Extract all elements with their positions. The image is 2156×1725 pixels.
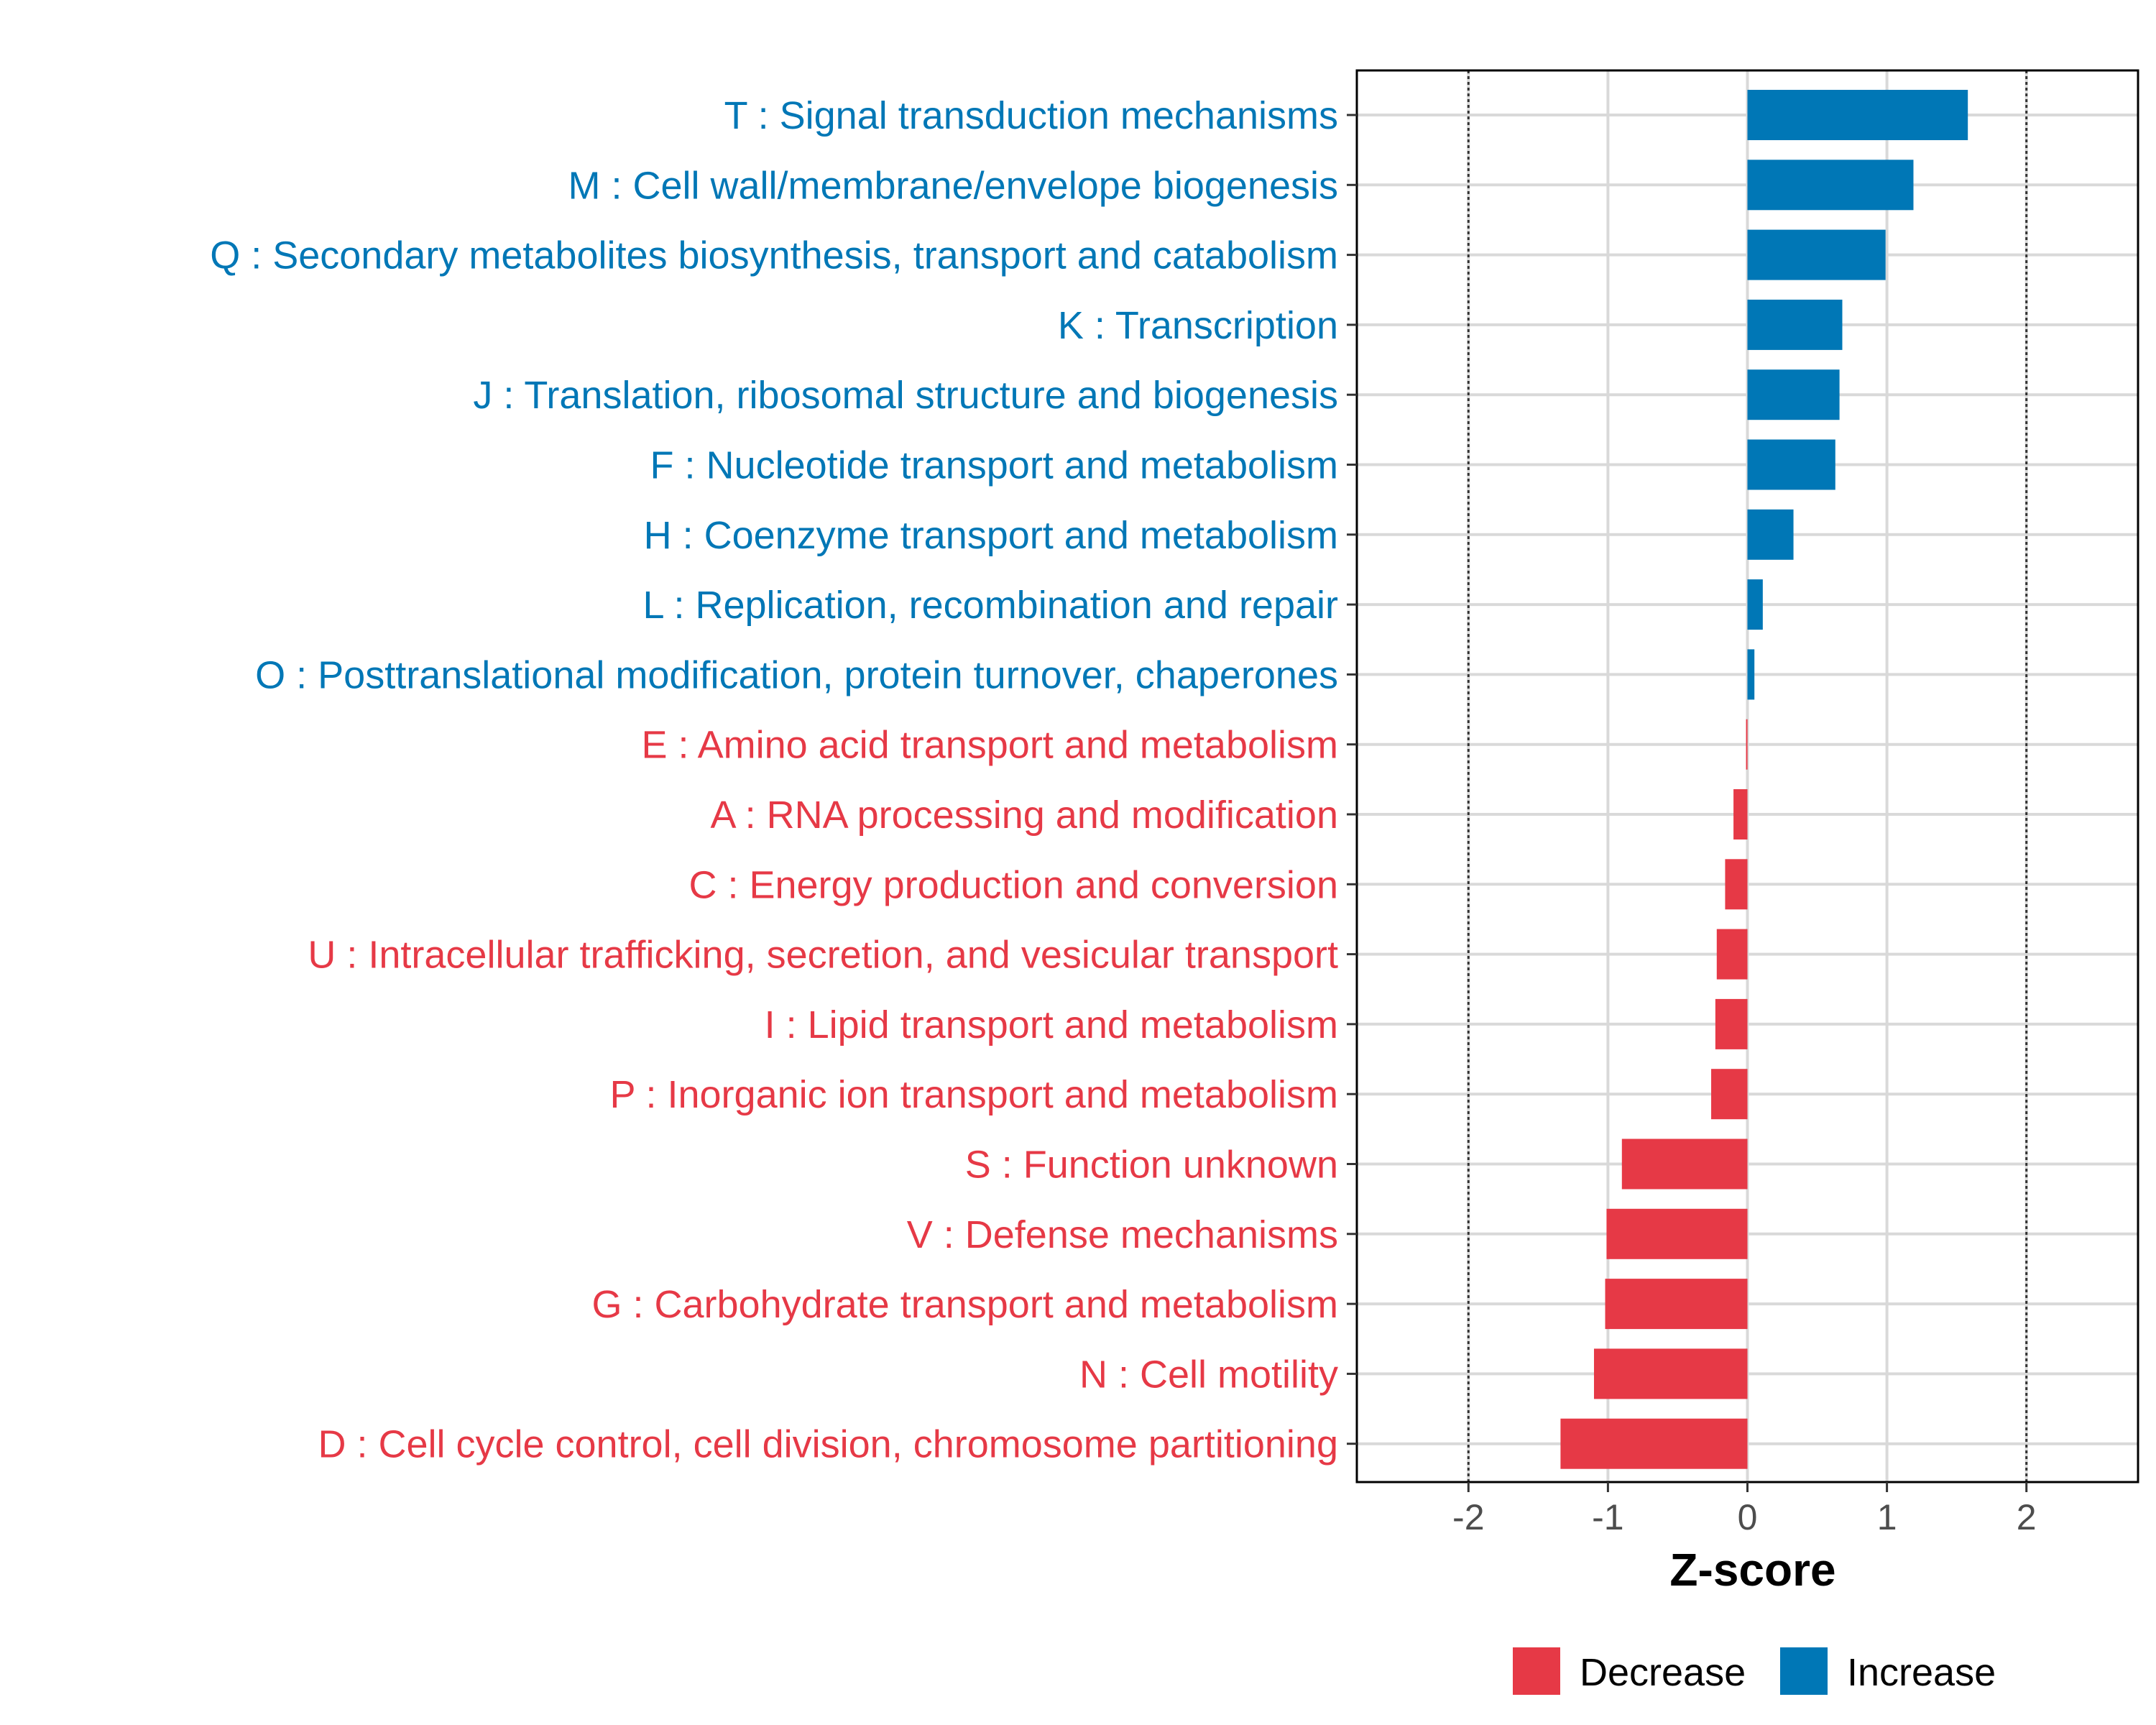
legend-swatch	[1513, 1647, 1560, 1695]
bar	[1747, 90, 1968, 140]
x-tick-labels: -2 -1 0 1 2	[1452, 1497, 2037, 1537]
category-label: P : Inorganic ion transport and metaboli…	[609, 1073, 1338, 1116]
bar	[1605, 1279, 1748, 1330]
bar	[1747, 439, 1835, 490]
category-label: H : Coenzyme transport and metabolism	[644, 514, 1338, 557]
category-label: E : Amino acid transport and metabolism	[642, 724, 1338, 767]
legend-swatch	[1780, 1647, 1828, 1695]
x-axis-title: Z-score	[1669, 1544, 1835, 1596]
bar	[1621, 1138, 1748, 1190]
category-label: J : Translation, ribosomal structure and…	[473, 374, 1338, 417]
x-tick-label: 1	[1877, 1497, 1897, 1537]
category-label: N : Cell motility	[1079, 1353, 1338, 1396]
x-tick-label: -1	[1592, 1497, 1623, 1537]
legend: Decrease Increase	[1513, 1647, 1996, 1695]
category-label: T : Signal transduction mechanisms	[724, 94, 1338, 137]
category-label: F : Nucleotide transport and metabolism	[650, 444, 1338, 487]
bar	[1711, 1069, 1748, 1120]
axis-ticks	[1347, 114, 2028, 1492]
category-label: V : Defense mechanisms	[907, 1213, 1338, 1256]
bar	[1747, 509, 1794, 560]
bars-layer	[1560, 90, 1968, 1469]
bar	[1747, 369, 1840, 420]
bar	[1606, 1208, 1748, 1259]
category-label: M : Cell wall/membrane/envelope biogenes…	[568, 164, 1338, 207]
category-label: L : Replication, recombination and repai…	[642, 584, 1338, 627]
x-tick-label: -2	[1452, 1497, 1484, 1537]
category-label: S : Function unknown	[965, 1144, 1338, 1187]
grid-layer	[1357, 70, 2138, 1482]
category-label: Q : Secondary metabolites biosynthesis, …	[210, 234, 1338, 277]
category-label: A : RNA processing and modification	[711, 794, 1338, 837]
bar	[1733, 789, 1748, 840]
bar	[1746, 719, 1748, 770]
bar	[1747, 299, 1843, 350]
bar	[1747, 579, 1763, 630]
category-label: U : Intracellular trafficking, secretion…	[308, 934, 1338, 977]
category-label: G : Carbohydrate transport and metabolis…	[592, 1283, 1339, 1326]
legend-label: Increase	[1847, 1651, 1996, 1694]
category-label: O : Posttranslational modification, prot…	[255, 653, 1338, 696]
category-label: K : Transcription	[1058, 304, 1338, 347]
bar	[1747, 649, 1755, 700]
bar	[1715, 998, 1748, 1049]
bar	[1747, 229, 1886, 280]
x-tick-label: 2	[2017, 1497, 2037, 1537]
bar	[1560, 1418, 1748, 1469]
legend-label: Decrease	[1580, 1651, 1746, 1694]
bar	[1725, 859, 1748, 910]
x-tick-label: 0	[1738, 1497, 1758, 1537]
category-label: I : Lipid transport and metabolism	[765, 1003, 1338, 1046]
category-label: C : Energy production and conversion	[688, 863, 1338, 906]
category-labels: T : Signal transduction mechanisms M : Ce…	[210, 94, 1338, 1466]
bar	[1747, 160, 1914, 211]
bar	[1593, 1348, 1748, 1399]
bar	[1716, 929, 1748, 980]
category-label: D : Cell cycle control, cell division, c…	[318, 1423, 1338, 1466]
